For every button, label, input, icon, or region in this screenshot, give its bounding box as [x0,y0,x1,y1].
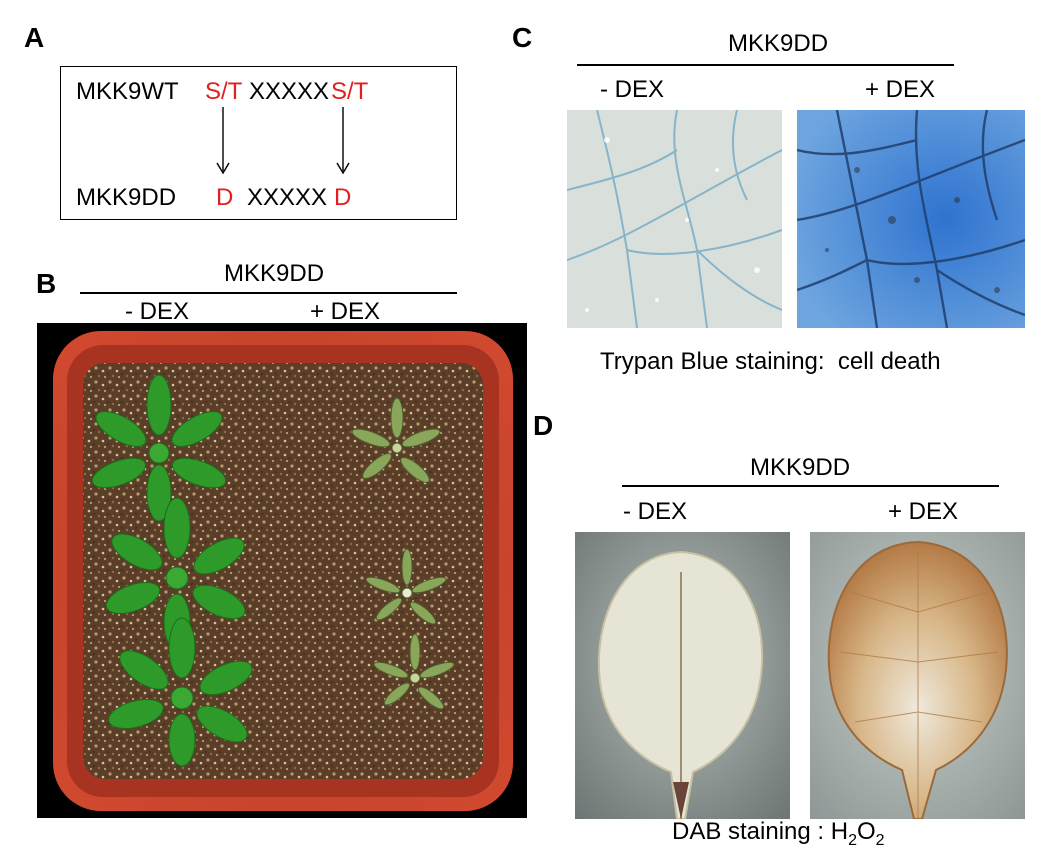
panel-b-plus-dex: + DEX [310,298,381,325]
trypan-minus-image [567,110,782,328]
dab-minus-image [575,532,790,819]
panel-c-letter: C [512,22,533,53]
panel-d-rule [622,485,999,487]
panel-d-letter: D [533,410,554,441]
panel-b-letter: B [36,268,57,299]
dd-label: MKK9DD [76,184,177,211]
wt-site-2: S/T [331,78,369,105]
mutation-arrows [216,107,350,175]
panel-c-caption: Trypan Blue staining: cell death [600,348,941,375]
panel-b-minus-dex: - DEX [125,298,190,325]
panel-c-header: MKK9DD [728,30,829,57]
panel-d-plus-dex: + DEX [888,498,959,525]
necrotic-rosettes [351,397,455,710]
sequence-box: MKK9WT S/T XXXXX S/T MKK9DD D XXXXX D [60,66,457,220]
dd-site-2: D [334,184,352,211]
panel-c-plus-dex: + DEX [865,76,936,103]
healthy-rosettes [91,374,253,767]
dd-spacer: XXXXX [247,184,328,211]
panel-c-rule [577,64,954,66]
panel-d-caption: DAB staining : H2O2 [672,818,885,850]
wt-label: MKK9WT [76,78,179,105]
panel-b-rule [80,292,457,294]
caption-sub-1: 2 [848,831,857,849]
panel-c-minus-dex: - DEX [600,76,665,103]
panel-d-minus-dex: - DEX [623,498,688,525]
caption-mid: O [856,818,876,845]
caption-prefix: DAB staining : H [672,818,849,845]
wt-spacer: XXXXX [249,78,330,105]
panel-b-header: MKK9DD [224,260,325,287]
dd-site-1: D [216,184,234,211]
trypan-plus-image [797,110,1025,328]
caption-sub-2: 2 [875,831,885,849]
panel-a-letter: A [24,22,45,53]
dab-plus-image [810,532,1025,819]
panel-d-header: MKK9DD [750,454,851,481]
wt-site-1: S/T [205,78,243,105]
pot-photo [37,323,527,818]
